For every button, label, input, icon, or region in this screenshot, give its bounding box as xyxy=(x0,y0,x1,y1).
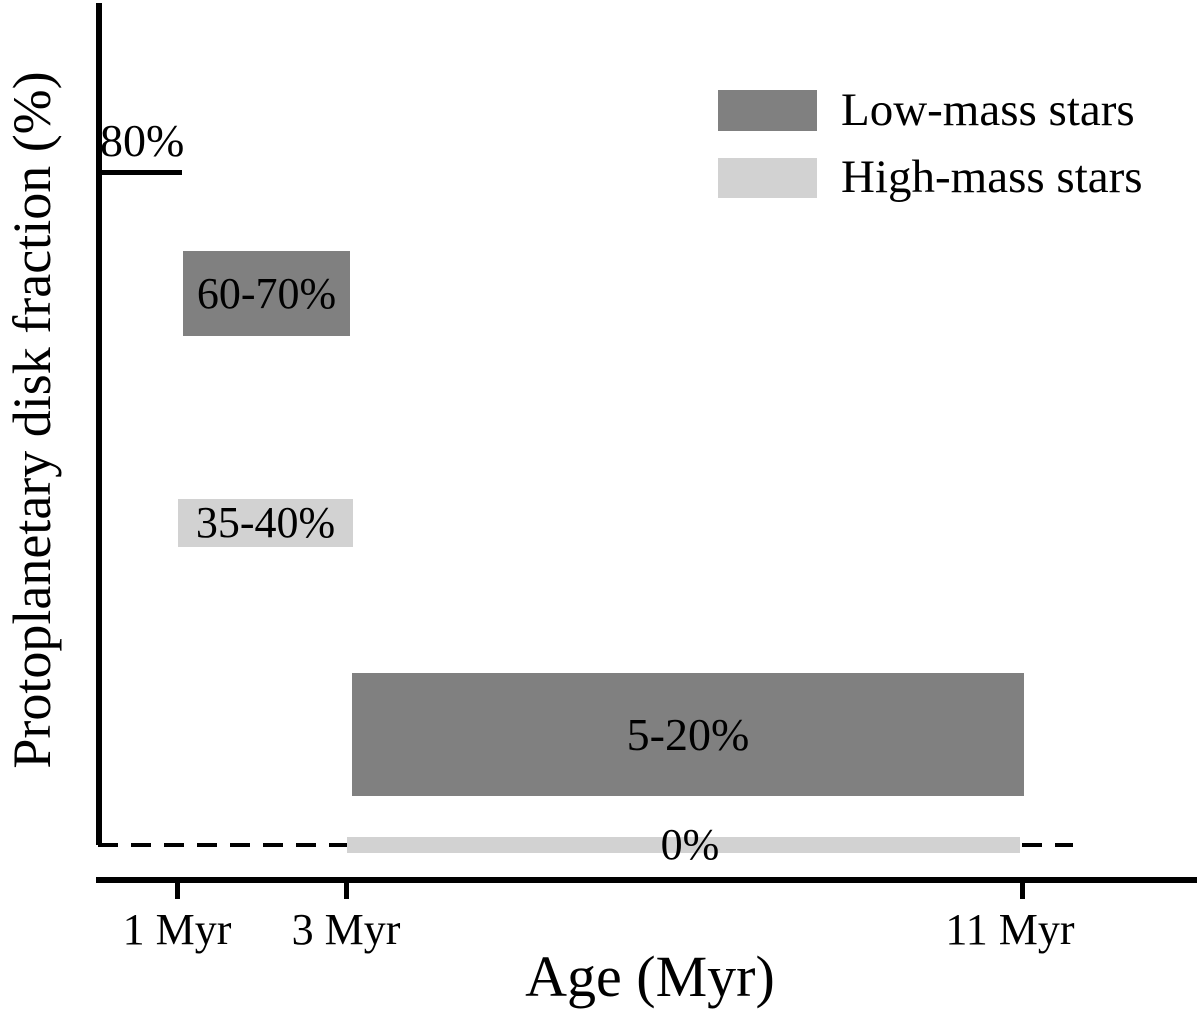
y-axis-line xyxy=(96,3,102,845)
legend-swatch-low-mass xyxy=(718,90,817,131)
bar-low-mass-1-3myr: 60-70% xyxy=(183,251,350,336)
x-axis-line xyxy=(96,877,1197,883)
x-tick-label-1myr: 1 Myr xyxy=(122,905,232,954)
legend: Low-mass stars High-mass stars xyxy=(718,84,1143,224)
x-tick-3myr xyxy=(344,883,349,899)
bar-label-35-40: 35-40% xyxy=(195,498,336,547)
bar-label-5-20: 5-20% xyxy=(626,708,750,760)
x-axis-title: Age (Myr) xyxy=(525,944,775,1009)
x-tick-1myr xyxy=(175,883,180,899)
bar-low-mass-3-11myr: 5-20% xyxy=(352,673,1024,796)
legend-row-high-mass: High-mass stars xyxy=(718,151,1143,203)
bar-label-0pct: 0% xyxy=(660,820,720,869)
bar-high-mass-1-3myr: 35-40% xyxy=(178,499,353,547)
x-tick-label-3myr: 3 Myr xyxy=(291,905,401,954)
ref-label-80pct: 80% xyxy=(100,115,185,166)
bar-high-mass-3-11myr xyxy=(347,837,1020,853)
legend-label-high-mass: High-mass stars xyxy=(841,151,1143,203)
legend-row-low-mass: Low-mass stars xyxy=(718,84,1143,136)
x-tick-11myr xyxy=(1020,883,1025,899)
legend-label-low-mass: Low-mass stars xyxy=(841,84,1135,136)
legend-swatch-high-mass xyxy=(718,157,817,198)
bar-label-60-70: 60-70% xyxy=(196,268,337,318)
ref-line-80pct xyxy=(98,170,182,175)
x-tick-label-11myr: 11 Myr xyxy=(945,905,1075,954)
y-axis-title: Protoplanetary disk fraction (%) xyxy=(2,71,62,769)
